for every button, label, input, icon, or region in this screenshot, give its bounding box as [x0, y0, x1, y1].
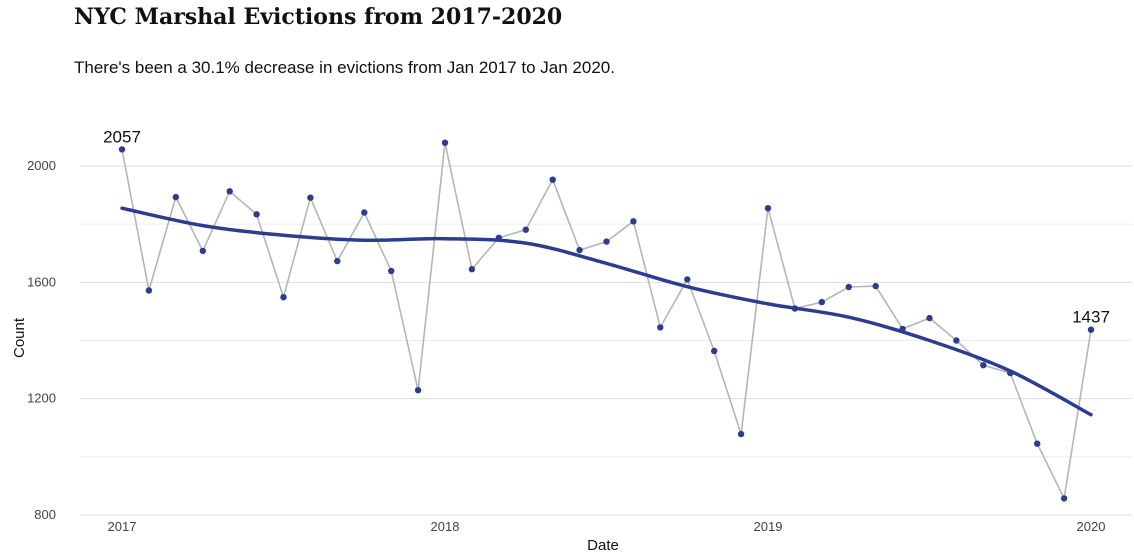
data-point — [818, 298, 825, 306]
x-tick-label: 2018 — [431, 519, 460, 534]
x-axis-title: Date — [587, 537, 619, 554]
x-tick-label: 2020 — [1077, 519, 1106, 534]
data-point — [899, 325, 906, 333]
y-tick-label: 800 — [34, 507, 56, 522]
data-point — [280, 294, 287, 301]
data-label: 2057 — [103, 127, 141, 146]
y-tick-label: 2000 — [27, 158, 56, 173]
data-point — [361, 209, 368, 216]
data-point — [657, 324, 664, 331]
data-point — [926, 314, 933, 322]
data-point — [684, 276, 691, 283]
data-labels: 2057 1437 — [103, 127, 1110, 326]
data-point — [845, 283, 852, 291]
data-point — [145, 287, 153, 294]
data-point — [1007, 369, 1014, 377]
data-point — [414, 387, 422, 394]
data-point — [1087, 326, 1095, 333]
data-point — [872, 282, 879, 290]
data-point — [1060, 495, 1068, 502]
data-point — [388, 267, 395, 275]
data-point — [1034, 440, 1041, 447]
data-point — [953, 337, 960, 344]
data-point — [549, 176, 556, 183]
chart-subtitle: There's been a 30.1% decrease in evictio… — [74, 58, 615, 77]
y-tick-labels: 800 1200 1600 2000 — [27, 158, 56, 522]
data-point — [764, 205, 772, 212]
y-axis-title: Count — [11, 317, 28, 358]
data-point — [172, 193, 179, 201]
x-tick-label: 2017 — [108, 519, 137, 534]
chart-title: NYC Marshal Evictions from 2017-2020 — [74, 4, 563, 30]
trend-line — [120, 206, 1093, 417]
data-point — [603, 238, 610, 245]
data-point — [791, 305, 799, 312]
data-point — [199, 247, 206, 255]
data-point — [441, 139, 449, 146]
data-point — [495, 234, 502, 241]
y-tick-label: 1200 — [27, 391, 56, 406]
data-point — [334, 257, 341, 265]
monthly-count-line — [121, 142, 1092, 502]
data-label: 1437 — [1072, 308, 1110, 327]
x-tick-labels: 2017 2018 2019 2020 — [108, 519, 1106, 534]
data-point — [576, 246, 583, 254]
data-point — [630, 218, 637, 225]
data-point — [307, 194, 314, 201]
series-lines — [120, 142, 1093, 502]
data-point — [711, 347, 718, 355]
data-point — [253, 211, 260, 218]
data-point — [737, 430, 745, 438]
y-tick-label: 1600 — [27, 274, 56, 289]
data-point — [118, 146, 126, 153]
data-point — [980, 362, 987, 369]
data-points — [118, 139, 1095, 502]
data-point — [468, 266, 476, 273]
grid-lines — [80, 165, 1132, 516]
data-point — [522, 226, 529, 233]
x-tick-label: 2019 — [754, 519, 783, 534]
data-point — [226, 188, 233, 195]
